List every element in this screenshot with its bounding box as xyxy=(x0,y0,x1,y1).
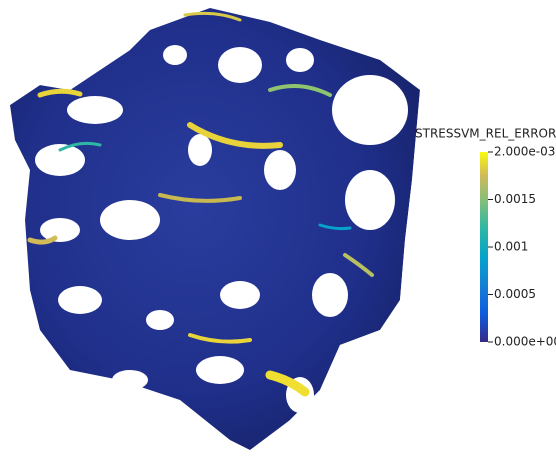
color-bar xyxy=(480,152,488,342)
tick-label: 0.000e+00 xyxy=(494,335,556,349)
tick-label: 0.0005 xyxy=(494,287,536,301)
tick-label: 0.001 xyxy=(494,240,528,254)
render-view: STRESSVM_REL_ERROR 2.000e-03 0.0015 0.001 0… xyxy=(0,0,556,467)
legend-title: STRESSVM_REL_ERROR xyxy=(415,127,556,141)
tick-label: 0.0015 xyxy=(494,192,536,206)
tick-label: 2.000e-03 xyxy=(494,145,555,159)
foam-render xyxy=(0,0,556,467)
